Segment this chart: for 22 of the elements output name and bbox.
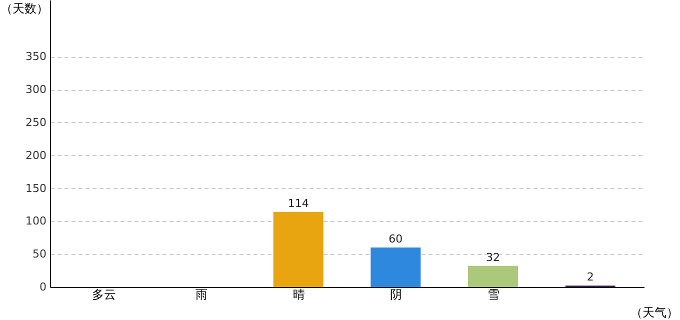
y-tick-label: 250 <box>26 116 46 129</box>
data-label: 2 <box>586 270 594 284</box>
bar <box>273 212 324 287</box>
x-tick-label: 多云 <box>92 288 116 302</box>
data-label: 114 <box>288 196 309 210</box>
y-tick-label: 0 <box>40 280 46 294</box>
y-tick-label: 300 <box>26 83 46 96</box>
x-tick-label: 晴 <box>292 288 305 302</box>
y-axis-title: （天数） <box>0 2 48 16</box>
x-axis-title: （天气） <box>630 306 678 320</box>
data-label: 60 <box>388 232 403 246</box>
x-tick-label: 雨 <box>196 288 208 302</box>
bar <box>370 248 421 287</box>
y-tick-label: 50 <box>32 248 46 261</box>
x-tick-label: 阴 <box>390 288 402 302</box>
bar <box>468 266 518 287</box>
y-tick-label: 200 <box>26 148 46 162</box>
y-tick-label: 350 <box>26 50 46 64</box>
y-tick-label: 100 <box>26 214 46 228</box>
data-label: 32 <box>486 250 500 264</box>
x-tick-label: 雪 <box>488 288 500 302</box>
y-tick-label: 150 <box>26 182 46 195</box>
